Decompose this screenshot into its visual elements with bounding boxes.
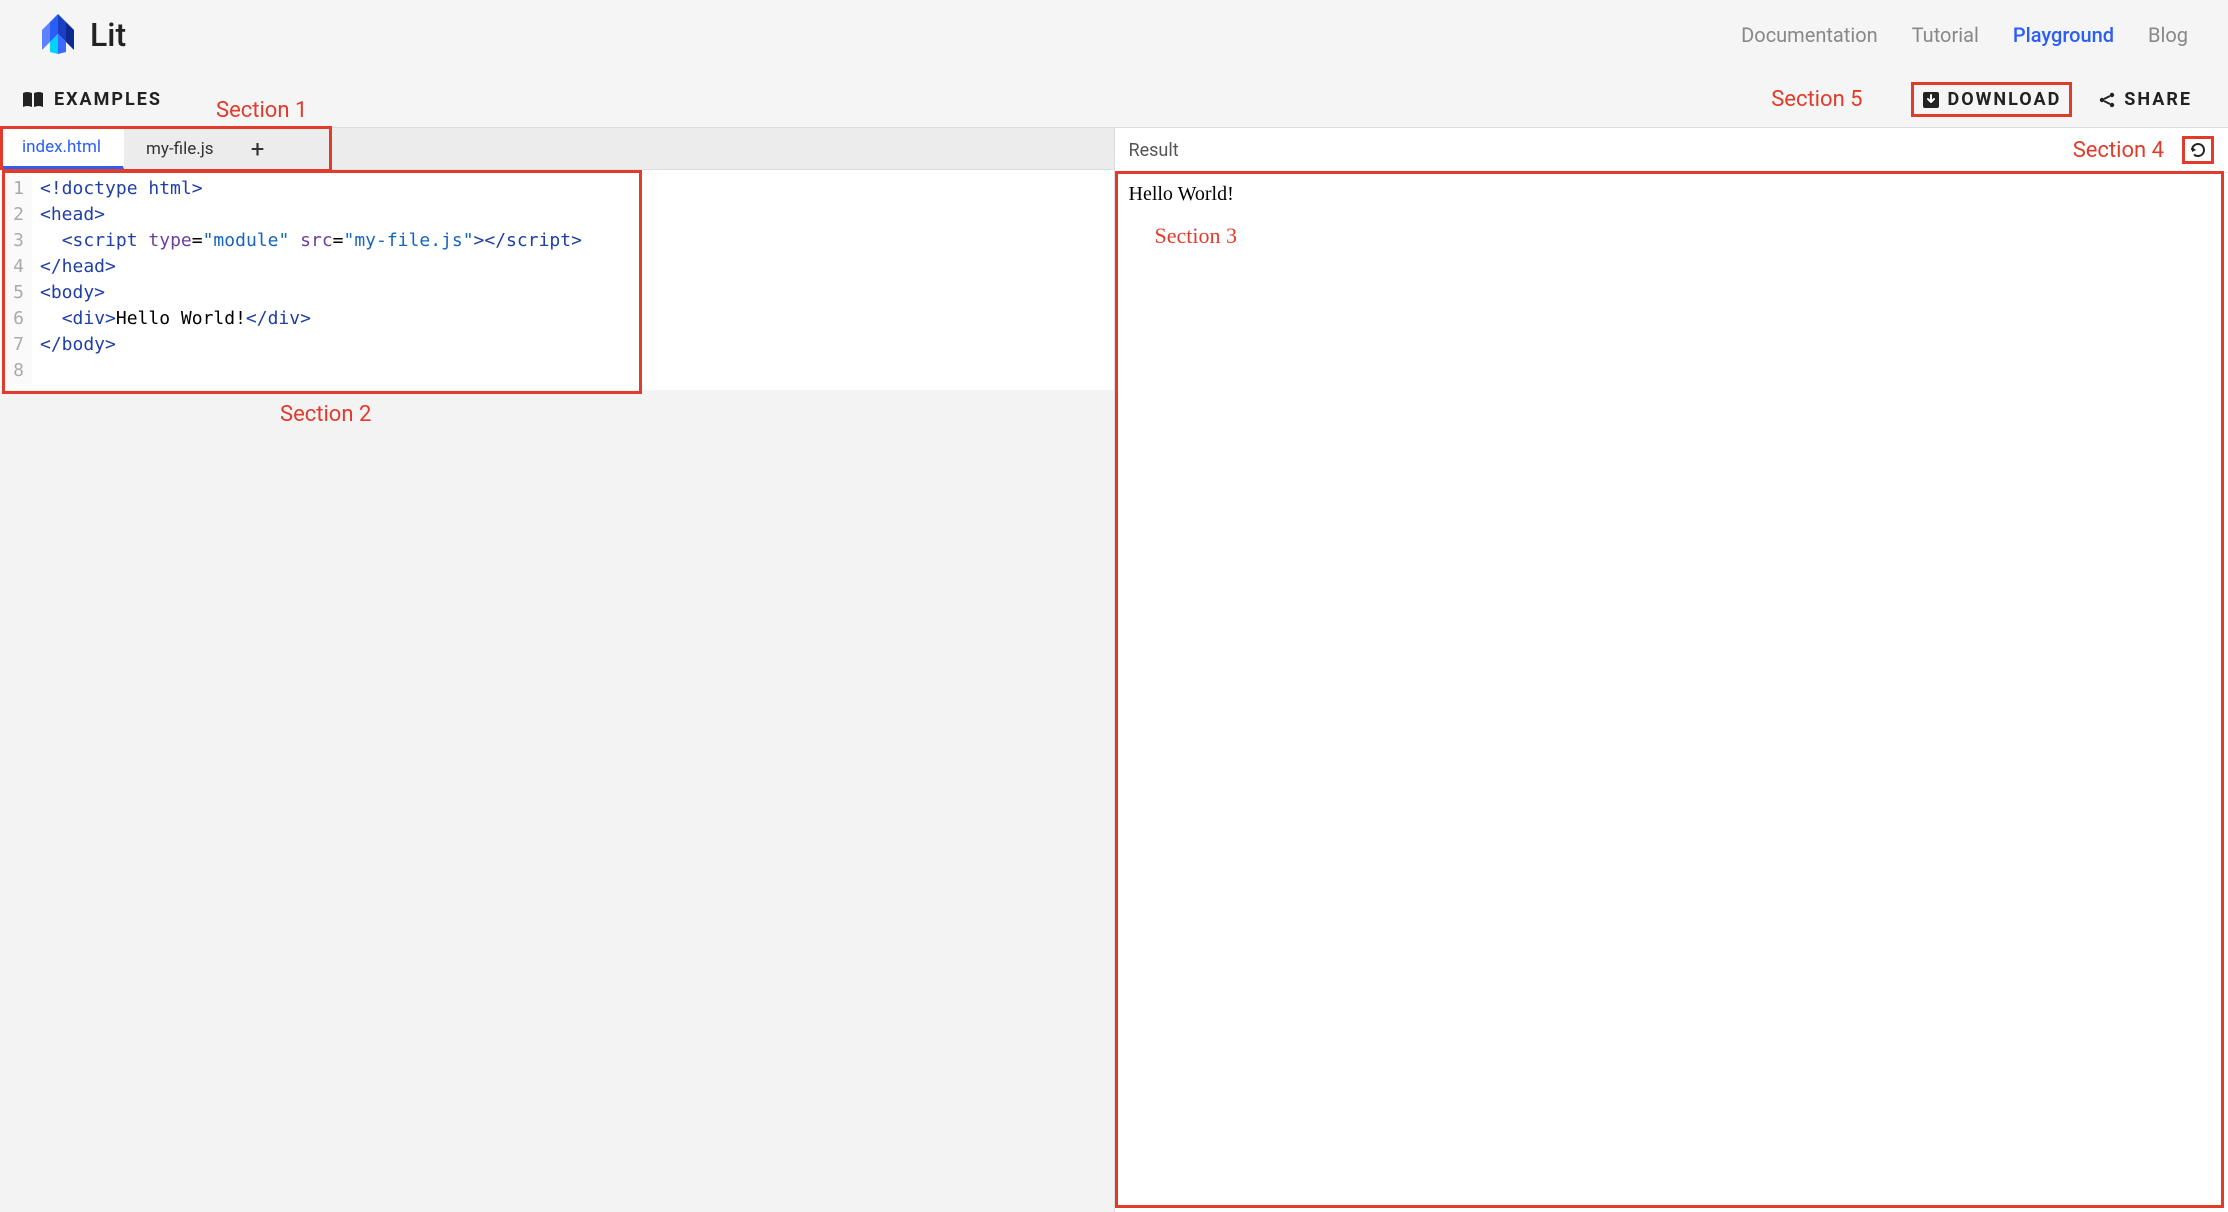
code-content: <script type="module" src="my-file.js"><… [32,228,582,254]
code-line: 2<head> [0,202,1114,228]
examples-label: EXAMPLES [54,89,162,110]
tab-label: my-file.js [146,139,214,159]
code-content: </head> [32,254,116,280]
share-button[interactable]: SHARE [2090,85,2200,114]
code-content: </body> [32,332,116,358]
refresh-icon [2189,141,2207,159]
file-tabs: index.html my-file.js + Section 1 [0,128,1114,170]
plus-icon: + [251,135,265,163]
line-number: 7 [0,332,32,358]
code-content: <!doctype html> [32,176,203,202]
brand-name: Lit [90,16,126,54]
code-content: <head> [32,202,105,228]
code-line: 6 <div>Hello World!</div> [0,306,1114,332]
code-line: 8 [0,358,1114,384]
code-line: 7</body> [0,332,1114,358]
code-line: 1<!doctype html> [0,176,1114,202]
result-header: Result Section 4 [1115,128,2228,173]
lit-logo-icon [40,14,78,56]
annotation-box-section-3 [1115,171,2225,1208]
sub-bar: EXAMPLES Section 5 DOWNLOAD [0,76,2228,127]
download-button[interactable]: DOWNLOAD [1911,82,2073,117]
annotation-section-4: Section 4 [2073,138,2164,163]
add-tab-button[interactable]: + [237,128,279,169]
code-editor-wrap: 1<!doctype html>2<head>3 <script type="m… [0,170,1114,1212]
code-line: 5<body> [0,280,1114,306]
book-icon [22,91,44,109]
nav-tutorial[interactable]: Tutorial [1912,23,1979,47]
annotation-section-3: Section 3 [1155,223,1238,249]
line-number: 3 [0,228,32,254]
top-nav: Lit Documentation Tutorial Playground Bl… [0,0,2228,76]
line-number: 2 [0,202,32,228]
code-content: <body> [32,280,105,306]
result-body: Hello World! Section 3 [1115,173,2228,1212]
line-number: 5 [0,280,32,306]
download-icon [1922,91,1940,109]
nav-blog[interactable]: Blog [2148,23,2188,47]
result-header-label: Result [1129,140,1179,161]
share-icon [2098,91,2116,109]
code-line: 3 <script type="module" src="my-file.js"… [0,228,1114,254]
refresh-button[interactable] [2182,136,2214,164]
code-line: 4</head> [0,254,1114,280]
result-pane: Result Section 4 Hello World! Section 3 [1115,128,2228,1212]
nav-documentation[interactable]: Documentation [1741,23,1878,47]
tab-my-file-js[interactable]: my-file.js [124,128,237,169]
tab-index-html[interactable]: index.html [0,128,124,169]
line-number: 4 [0,254,32,280]
annotation-section-2: Section 2 [280,402,371,427]
editor-pane: index.html my-file.js + Section 1 1<!doc… [0,128,1115,1212]
code-content: <div>Hello World!</div> [32,306,311,332]
code-content [32,358,40,384]
tab-label: index.html [22,137,101,157]
line-number: 6 [0,306,32,332]
annotation-section-5: Section 5 [1771,87,1862,112]
result-output: Hello World! [1129,183,1234,205]
download-label: DOWNLOAD [1948,89,2062,110]
main-split: index.html my-file.js + Section 1 1<!doc… [0,127,2228,1212]
right-actions: Section 5 DOWNLOAD SHARE [1771,82,2200,117]
nav-links: Documentation Tutorial Playground Blog [1741,23,2188,47]
line-number: 8 [0,358,32,384]
line-number: 1 [0,176,32,202]
share-label: SHARE [2124,89,2192,110]
examples-button[interactable]: EXAMPLES [22,89,162,110]
code-editor[interactable]: 1<!doctype html>2<head>3 <script type="m… [0,170,1114,390]
brand[interactable]: Lit [40,14,126,56]
nav-playground[interactable]: Playground [2013,23,2114,47]
